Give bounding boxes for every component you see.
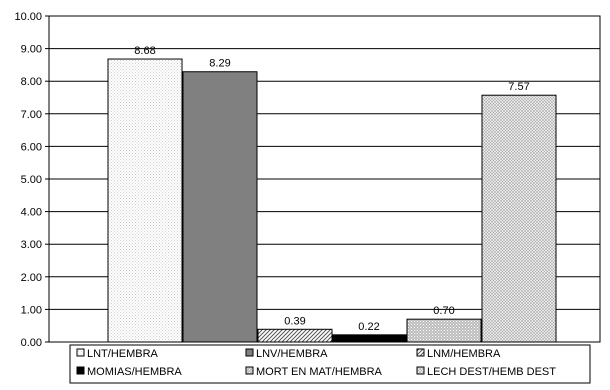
data-label: 0.39 [284,315,305,327]
legend-swatch [245,366,254,375]
legend-box [69,344,591,384]
legend-label: LNT/HEMBRA [87,348,159,360]
y-tick-label: 2.00 [21,272,42,284]
data-labels: 8.68 8.29 0.39 0.22 0.70 7.57 [134,45,529,333]
legend-label: LNM/HEMBRA [427,348,501,360]
bar-mort-en-mat-hembra [406,318,482,343]
bar-lech-dest-hemb-dest [481,94,557,343]
y-tick-label: 8.00 [21,76,42,88]
y-tick-label: 9.00 [21,44,42,56]
y-tick-label: 6.00 [21,141,42,153]
bar-lnm-hembra [257,328,333,343]
bar-lnv-hembra [182,71,258,343]
bar-lnt-hembra [107,58,183,343]
legend-label: MOMIAS/HEMBRA [87,366,182,378]
data-label: 0.70 [433,305,454,317]
bars [107,58,557,343]
y-tick-label: 1.00 [21,304,42,316]
legend-label: LNV/HEMBRA [256,348,328,360]
legend-swatch [416,348,425,357]
y-tick-label: 4.00 [21,207,42,219]
y-axis: 0.00 1.00 2.00 3.00 4.00 5.00 6.00 7.00 8.00 9.00… [14,11,49,349]
legend-swatch [76,366,85,375]
y-tick-label: 7.00 [21,109,42,121]
data-label: 8.29 [209,58,230,70]
legend-swatch [416,366,425,375]
data-label: 8.68 [134,45,155,57]
y-tick-label: 5.00 [21,174,42,186]
y-tick-label: 10.00 [14,11,42,23]
bar-momias-hembra [331,334,407,343]
legend: LNT/HEMBRA LNV/HEMBRA LNM/HEMBRA MOMIAS/HEM… [69,344,591,384]
y-tick-label: 0.00 [21,337,42,349]
legend-swatch [245,348,254,357]
data-label: 7.57 [508,81,529,93]
legend-label: MORT EN MAT/HEMBRA [256,366,383,378]
legend-label: LECH DEST/HEMB DEST [427,366,556,378]
data-label: 0.22 [358,321,379,333]
legend-swatch [76,348,85,357]
y-tick-label: 3.00 [21,239,42,251]
